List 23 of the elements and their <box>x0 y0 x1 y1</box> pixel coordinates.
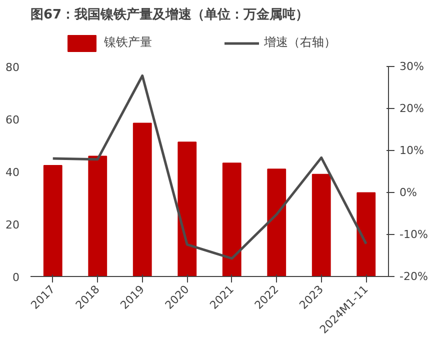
y2-tick-label: 0% <box>400 186 417 199</box>
bar <box>132 122 152 276</box>
y2-tick-label: 10% <box>400 144 424 157</box>
bar <box>88 156 108 276</box>
y2-tick-label: -10% <box>400 228 428 241</box>
chart-title: 图67：我国镍铁产量及增速（单位：万金属吨） <box>30 6 309 22</box>
y2-tick-label: 30% <box>400 60 424 73</box>
bar <box>178 142 197 276</box>
y2-tick-label: 20% <box>400 102 424 115</box>
y2-tick-label: -20% <box>400 270 428 283</box>
bar <box>356 192 376 276</box>
y-tick-label: 80 <box>6 61 20 74</box>
y-tick-label: 40 <box>6 166 20 179</box>
bar <box>43 164 62 276</box>
bar <box>267 168 286 276</box>
y-tick-label: 0 <box>12 271 20 284</box>
y-tick-label: 60 <box>6 114 20 126</box>
bar <box>312 174 331 276</box>
legend-label: 增速（右轴） <box>264 34 337 51</box>
y-tick-label: 20 <box>6 218 20 232</box>
line-series <box>52 74 368 260</box>
legend-label: 镍铁产量 <box>104 34 153 51</box>
bar <box>222 162 242 276</box>
